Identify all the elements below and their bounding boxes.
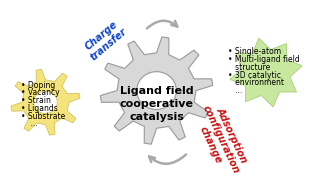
Text: ...: ...	[21, 119, 37, 128]
Text: Adsorption
configuration
change: Adsorption configuration change	[190, 99, 252, 181]
Text: • Ligands: • Ligands	[21, 104, 57, 113]
Text: • Single-atom: • Single-atom	[228, 47, 281, 56]
Polygon shape	[11, 69, 80, 135]
Text: • Vacancy: • Vacancy	[21, 88, 59, 97]
Text: environment: environment	[228, 78, 284, 87]
Text: • Strain: • Strain	[21, 96, 51, 105]
Text: structure: structure	[228, 63, 270, 72]
Text: Ligand field: Ligand field	[120, 86, 193, 96]
Polygon shape	[34, 91, 57, 113]
Text: • Multi-ligand field: • Multi-ligand field	[228, 55, 300, 64]
Text: catalysis: catalysis	[129, 112, 184, 122]
Text: Charge
transfer: Charge transfer	[81, 18, 129, 63]
Polygon shape	[137, 72, 176, 109]
Text: • Substrate: • Substrate	[21, 112, 65, 121]
Text: ...: ...	[228, 86, 242, 95]
Text: cooperative: cooperative	[120, 99, 193, 109]
Text: • Doping: • Doping	[21, 81, 55, 90]
Polygon shape	[100, 37, 213, 144]
Text: • 3D catalytic: • 3D catalytic	[228, 70, 281, 80]
Polygon shape	[230, 38, 302, 107]
